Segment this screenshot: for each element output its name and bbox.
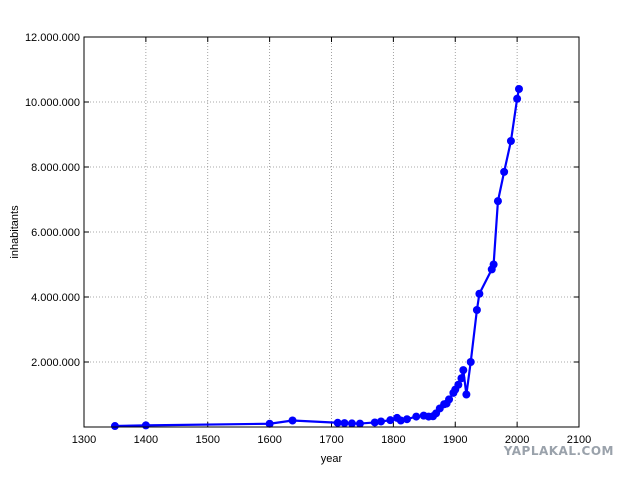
data-point	[265, 419, 274, 428]
x-tick-label: 1500	[196, 434, 220, 446]
watermark: YAPLAKAL.COM	[503, 444, 614, 458]
y-tick-label: 2.000.000	[31, 357, 80, 369]
data-point	[340, 419, 349, 428]
y-axis-label: inhabitants	[9, 205, 21, 259]
x-tick-label: 1800	[381, 434, 405, 446]
data-point	[110, 422, 119, 431]
data-point	[355, 419, 364, 428]
data-point	[500, 167, 509, 176]
data-point	[475, 289, 484, 298]
data-point	[445, 395, 454, 404]
x-axis-label: year	[321, 453, 343, 465]
data-point	[457, 374, 466, 383]
data-point	[412, 412, 421, 421]
y-tick-label: 6.000.000	[31, 227, 80, 239]
x-tick-label: 1700	[319, 434, 343, 446]
data-point	[459, 366, 468, 375]
data-point	[493, 197, 502, 206]
data-point	[333, 418, 342, 427]
x-tick-label: 2100	[567, 434, 591, 446]
x-tick-label: 1400	[134, 434, 158, 446]
series-line	[114, 88, 521, 428]
x-tick-label: 1900	[443, 434, 467, 446]
series-layer	[110, 85, 523, 431]
x-tick-label: 1600	[257, 434, 281, 446]
data-point	[288, 416, 297, 425]
y-tick-label: 8.000.000	[31, 162, 80, 174]
plot-frame	[83, 36, 580, 428]
data-point	[402, 415, 411, 424]
data-point	[462, 390, 471, 399]
data-point	[396, 416, 405, 425]
data-point	[141, 421, 150, 430]
grid-lines	[84, 37, 579, 427]
data-point	[370, 418, 379, 427]
y-tick-label: 4.000.000	[31, 292, 80, 304]
y-tick-label: 10.000.000	[25, 97, 80, 109]
x-tick-label: 2000	[505, 434, 529, 446]
data-point	[513, 94, 522, 103]
data-point	[377, 417, 385, 426]
y-ticks: 2.000.000 4.000.000 6.000.000 8.000.000 10.0…	[25, 32, 579, 369]
data-point	[506, 137, 515, 145]
data-point	[489, 260, 498, 269]
data-point	[347, 419, 356, 428]
data-point	[514, 85, 523, 93]
x-tick-label: 1300	[72, 434, 96, 446]
data-point	[472, 306, 481, 314]
data-point	[386, 416, 395, 425]
y-tick-label: 12.000.000	[25, 32, 80, 44]
data-point	[454, 380, 463, 389]
data-point	[466, 358, 475, 366]
